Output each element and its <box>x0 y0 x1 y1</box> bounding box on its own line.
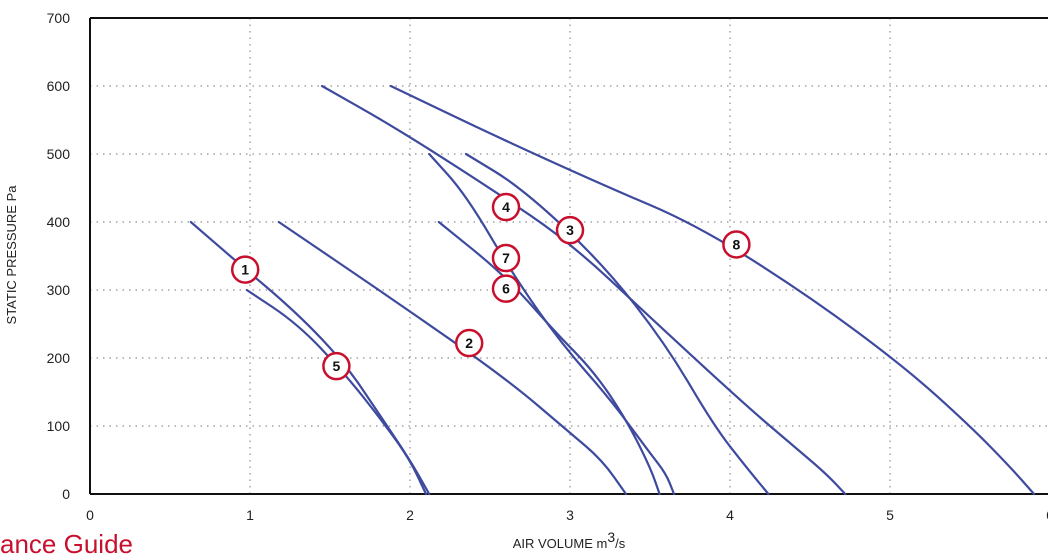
x-tick-label: 0 <box>86 507 94 523</box>
curve-marker-1: 1 <box>230 255 260 284</box>
axes <box>89 17 1048 495</box>
x-tick-label: 6 <box>1046 507 1048 523</box>
x-tick-label: 1 <box>246 507 254 523</box>
y-tick-label: 300 <box>47 282 71 298</box>
curve-marker-label: 8 <box>733 236 741 252</box>
y-tick-label: 100 <box>47 418 71 434</box>
x-axis-title-sup: 3 <box>607 529 615 545</box>
curve-marker-circle <box>491 243 521 273</box>
series-line-5 <box>245 288 428 496</box>
x-axis-title-suffix: /s <box>615 536 626 551</box>
y-tick-label: 500 <box>47 146 71 162</box>
x-axis-title: AIR VOLUME m3/s <box>513 529 626 551</box>
x-axis-title-main: AIR VOLUME m <box>513 536 608 551</box>
tick-labels: 0 1 2 3 4 5 6 0 100 200 300 400 500 600 700 <box>47 10 1048 523</box>
curve-marker-6: 6 <box>491 274 521 303</box>
curve-marker-2: 2 <box>454 328 484 358</box>
series-line-4 <box>320 84 847 496</box>
series-lines <box>189 84 1036 496</box>
curve-marker-label: 3 <box>566 222 574 238</box>
curve-marker-label: 5 <box>333 358 341 374</box>
x-tick-label: 3 <box>566 507 574 523</box>
y-tick-label: 700 <box>47 10 71 26</box>
y-tick-label: 200 <box>47 350 71 366</box>
y-tick-label: 600 <box>47 78 71 94</box>
y-axis-title: STATIC PRESSURE Pa <box>4 185 19 325</box>
curve-marker-circle <box>230 255 260 284</box>
curve-marker-circle <box>491 192 521 222</box>
x-tick-label: 4 <box>726 507 734 523</box>
x-tick-label: 5 <box>886 507 894 523</box>
curve-marker-circle <box>322 351 351 381</box>
curve-marker-circle <box>722 230 751 259</box>
series-line-7 <box>428 152 676 496</box>
curve-marker-circle <box>491 274 521 303</box>
curve-marker-label: 1 <box>241 262 249 278</box>
curve-marker-7: 7 <box>491 243 521 273</box>
curve-marker-label: 4 <box>502 199 510 215</box>
footer-heading: ance Guide <box>0 529 133 559</box>
series-line-6 <box>437 220 661 496</box>
curve-marker-3: 3 <box>555 215 585 245</box>
curve-marker-circle <box>454 328 484 358</box>
x-tick-label: 2 <box>406 507 414 523</box>
curve-marker-circle <box>555 215 585 245</box>
curve-marker-4: 4 <box>491 192 521 222</box>
curve-marker-label: 2 <box>465 335 473 351</box>
curve-marker-8: 8 <box>722 230 751 259</box>
curve-markers: 1 2 3 4 5 6 7 8 <box>230 192 751 381</box>
y-tick-label: 0 <box>62 486 70 502</box>
curve-marker-label: 6 <box>502 281 510 297</box>
series-line-8 <box>389 84 1036 496</box>
curve-marker-label: 7 <box>502 250 510 266</box>
curve-marker-5: 5 <box>322 351 351 381</box>
gridlines <box>90 18 1048 494</box>
y-tick-label: 400 <box>47 214 71 230</box>
series-line-2 <box>277 220 628 496</box>
